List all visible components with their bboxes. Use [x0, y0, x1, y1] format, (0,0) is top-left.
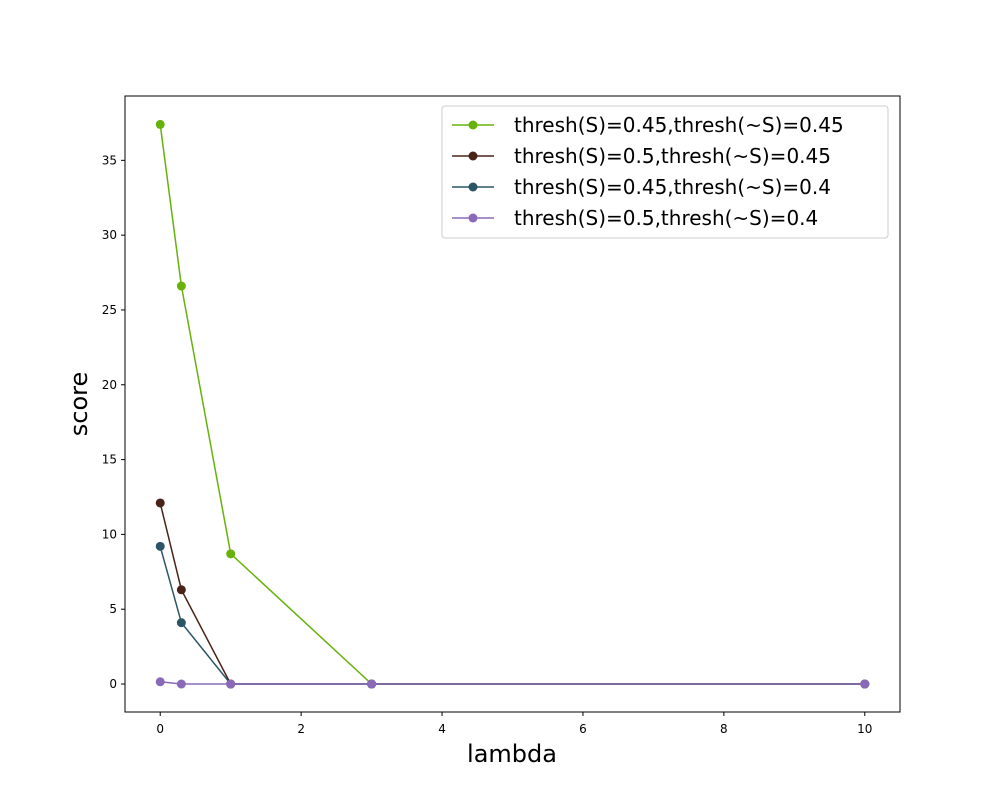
data-point-series-4	[226, 679, 236, 689]
x-axis-title: lambda	[467, 740, 557, 768]
data-point-series-4	[176, 679, 186, 689]
y-tick-label: 10	[102, 527, 117, 541]
x-tick-label: 2	[297, 722, 305, 736]
legend: thresh(S)=0.45,thresh(~S)=0.45 thresh(S)=…	[441, 105, 889, 239]
y-tick-label: 15	[102, 453, 117, 467]
data-point-series-3	[155, 541, 165, 551]
data-point-series-1	[155, 119, 165, 129]
y-axis-title: score	[65, 372, 93, 437]
data-point-series-2	[155, 498, 165, 508]
legend-marker-4	[468, 213, 478, 223]
legend-marker-1	[468, 120, 478, 130]
series-layer	[155, 119, 870, 689]
data-point-series-4	[155, 677, 165, 687]
legend-label-3: thresh(S)=0.45,thresh(~S)=0.4	[514, 175, 831, 199]
legend-marker-3	[468, 182, 478, 192]
legend-marker-2	[468, 151, 478, 161]
data-point-series-3	[176, 618, 186, 628]
data-point-series-4	[860, 679, 870, 689]
y-tick-label: 0	[109, 677, 117, 691]
data-point-series-1	[226, 549, 236, 559]
data-point-series-4	[367, 679, 377, 689]
x-tick-label: 6	[579, 722, 587, 736]
data-point-series-2	[176, 585, 186, 595]
x-tick-label: 10	[857, 722, 872, 736]
data-point-series-1	[176, 281, 186, 291]
legend-frame	[441, 105, 889, 239]
legend-label-2: thresh(S)=0.5,thresh(~S)=0.45	[514, 144, 831, 168]
y-tick-label: 20	[102, 378, 117, 392]
y-tick-label: 30	[102, 228, 117, 242]
x-axis-ticks: 0 2 4 6 8 10	[156, 712, 872, 736]
y-axis-ticks: 0 5 10 15 20 25 30 35	[102, 153, 125, 691]
legend-label-1: thresh(S)=0.45,thresh(~S)=0.45	[514, 113, 844, 137]
legend-label-4: thresh(S)=0.5,thresh(~S)=0.4	[514, 206, 818, 230]
x-tick-label: 0	[156, 722, 164, 736]
x-tick-label: 4	[438, 722, 446, 736]
x-tick-label: 8	[720, 722, 728, 736]
y-tick-label: 5	[109, 602, 117, 616]
y-tick-label: 25	[102, 303, 117, 317]
y-tick-label: 35	[102, 153, 117, 167]
